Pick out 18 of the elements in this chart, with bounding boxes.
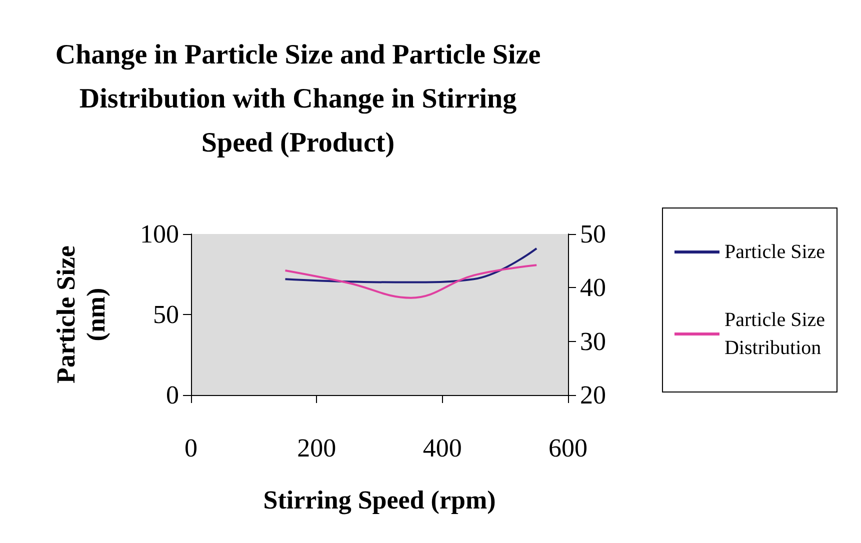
y-tick-label: 100 — [140, 220, 179, 248]
x-axis-title: Stirring Speed (rpm) — [263, 486, 496, 514]
y2-tick-label: 50 — [580, 220, 606, 248]
chart-title: Change in Particle Size and Particle Size Distribution with Change in Stirring Speed (Product) — [55, 40, 541, 158]
x-tick-label: 200 — [297, 434, 336, 462]
line-series — [284, 247, 538, 284]
x-tick-label: 600 — [548, 434, 588, 462]
y2-tick-label: 20 — [580, 380, 606, 410]
y-tick-label: 50 — [153, 300, 179, 329]
y-axis-title: Particle Size (nm) — [52, 246, 110, 384]
y2-tick-label: 30 — [580, 326, 606, 356]
x-tick-label: 0 — [184, 434, 198, 462]
legend-label: Particle Size — [724, 241, 826, 263]
y-tick-label: 0 — [166, 380, 179, 410]
legend-label: Particle Size Distribution — [724, 309, 826, 359]
line-series — [284, 264, 538, 299]
y2-tick-label: 40 — [580, 273, 606, 302]
x-tick-label: 400 — [422, 434, 462, 462]
